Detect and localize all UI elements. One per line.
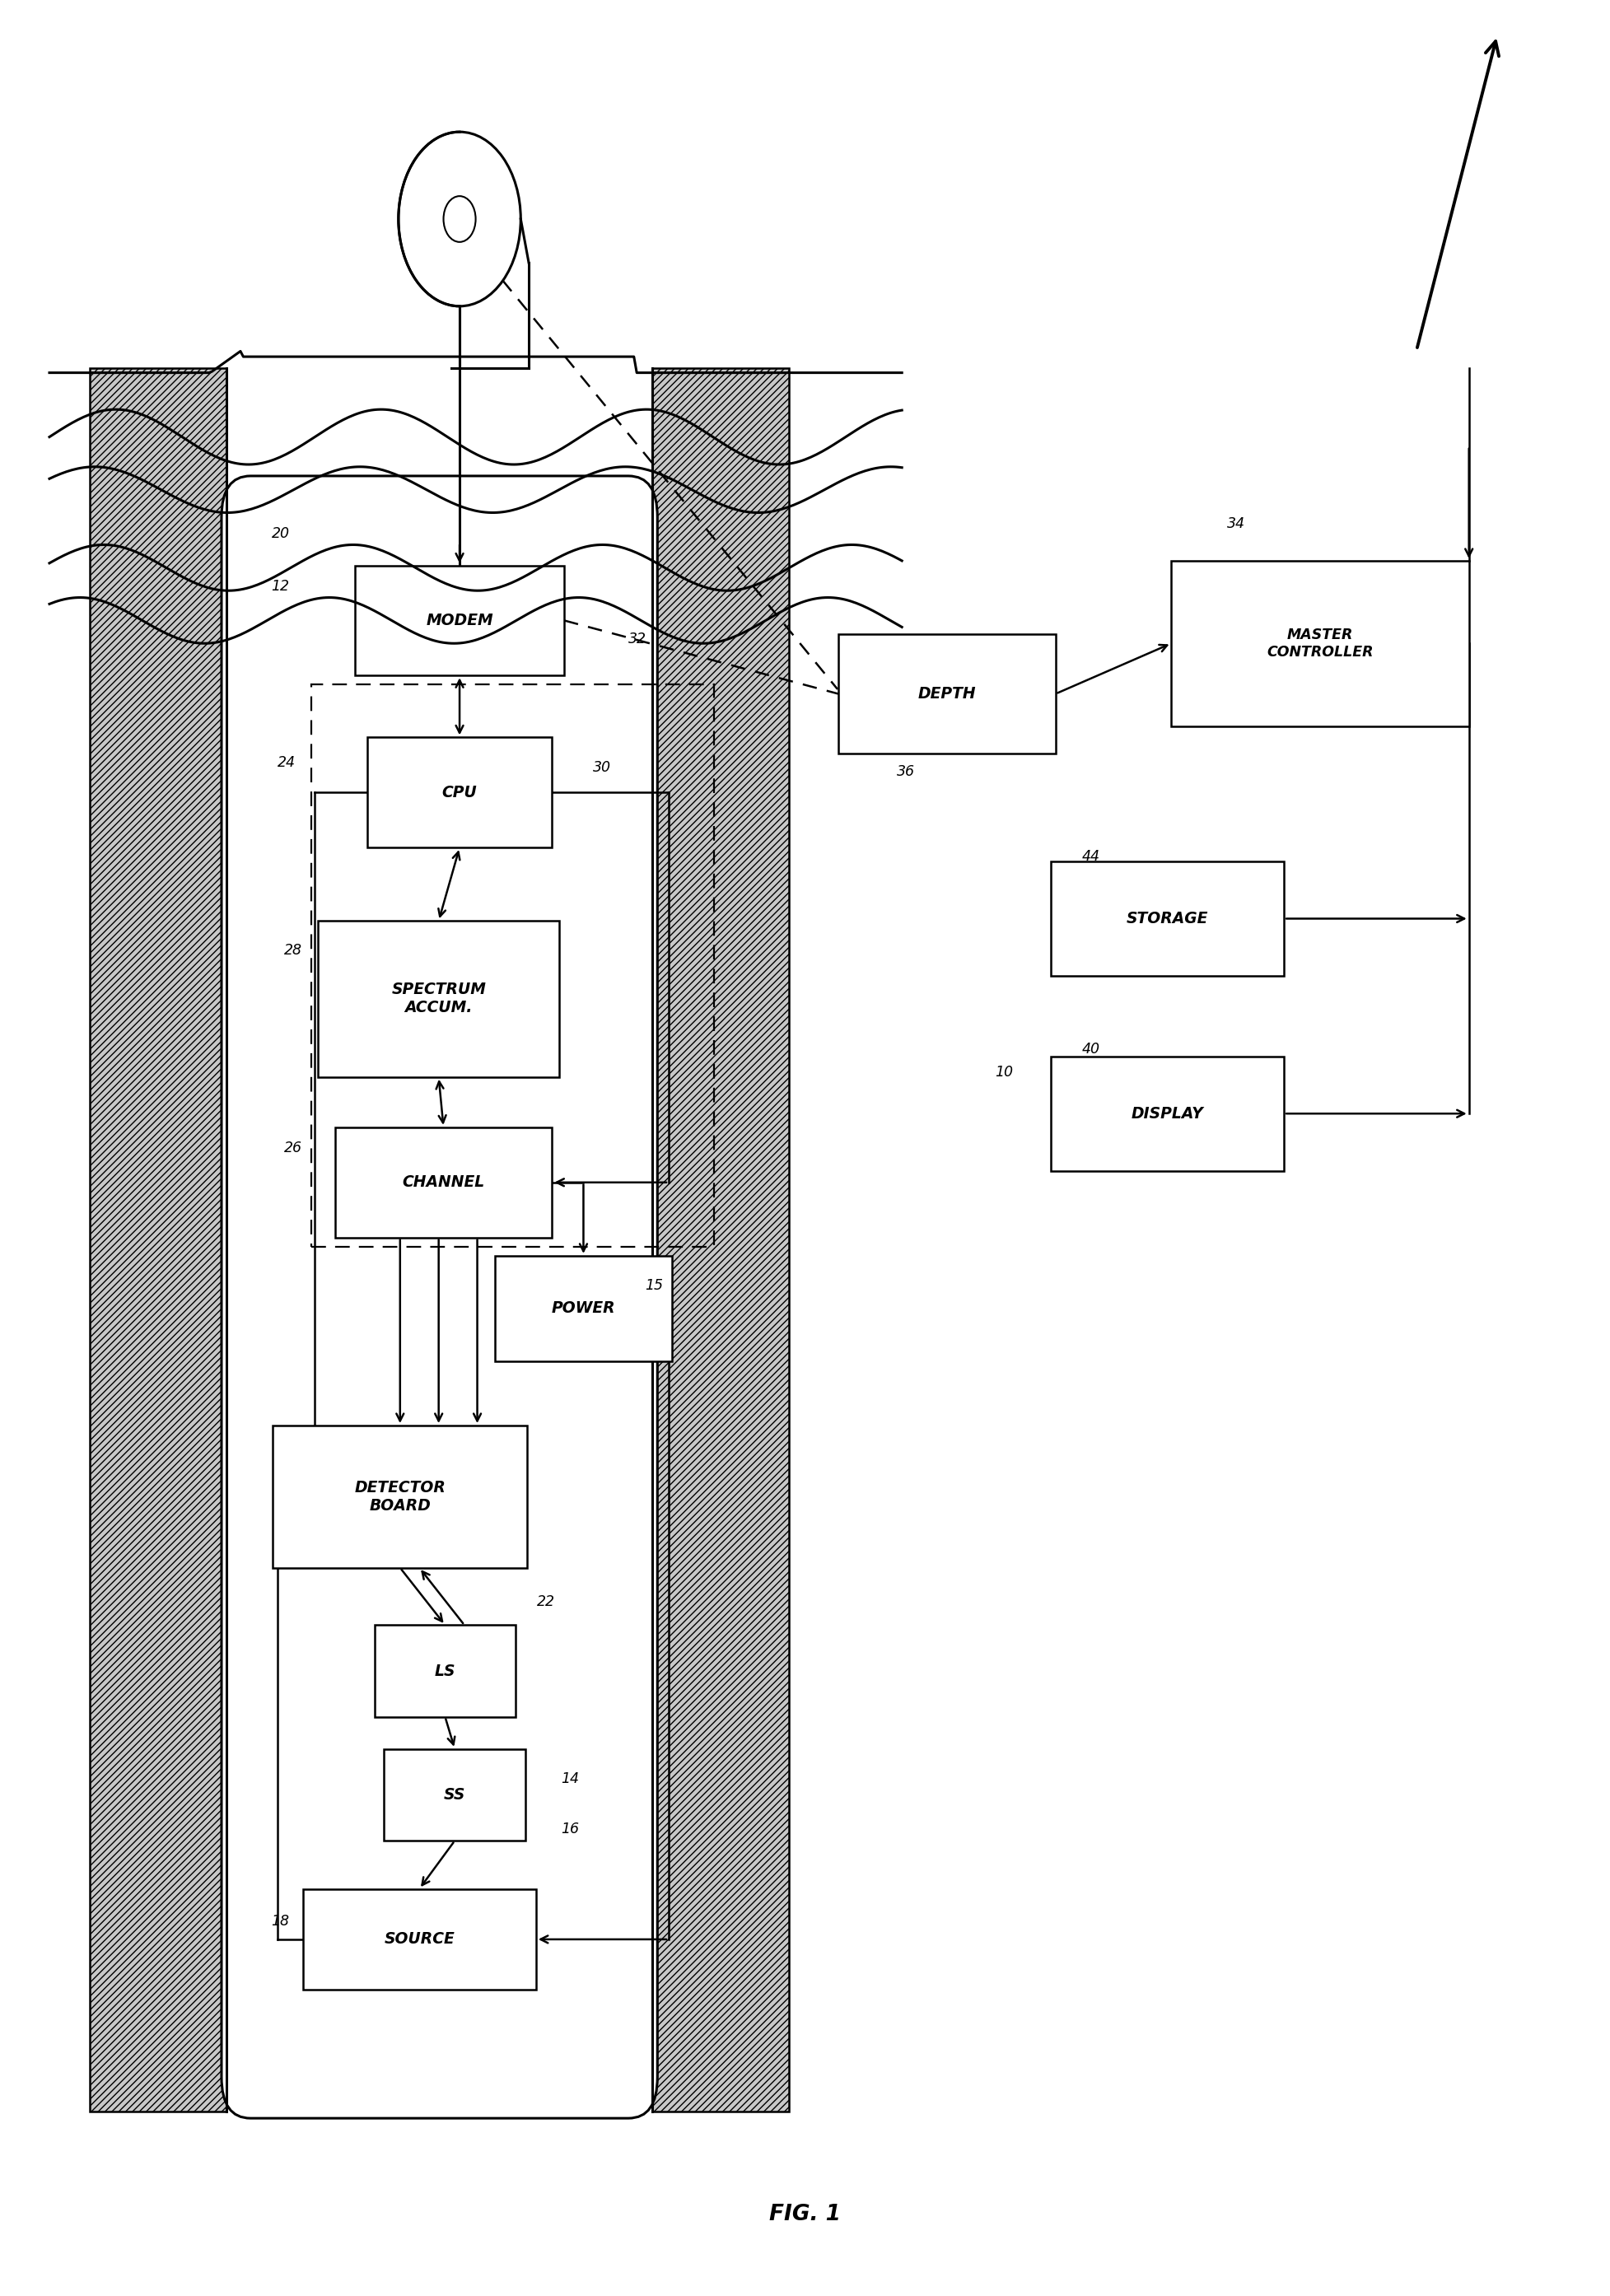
FancyBboxPatch shape (383, 1750, 525, 1841)
Text: 24: 24 (277, 755, 296, 769)
Text: 34: 34 (1227, 517, 1245, 530)
FancyBboxPatch shape (494, 1256, 671, 1362)
FancyBboxPatch shape (1050, 861, 1283, 976)
Text: STORAGE: STORAGE (1125, 912, 1208, 928)
Text: FIG. 1: FIG. 1 (770, 2204, 840, 2225)
Text: MODEM: MODEM (425, 613, 493, 629)
Text: 22: 22 (536, 1596, 554, 1609)
FancyBboxPatch shape (272, 1426, 526, 1568)
FancyBboxPatch shape (367, 737, 552, 847)
Text: 18: 18 (270, 1913, 290, 1929)
FancyBboxPatch shape (837, 634, 1055, 753)
FancyBboxPatch shape (374, 1626, 515, 1717)
FancyBboxPatch shape (354, 565, 564, 675)
Text: 26: 26 (283, 1141, 303, 1155)
Text: 30: 30 (592, 760, 610, 774)
Text: POWER: POWER (551, 1302, 615, 1316)
Text: CPU: CPU (441, 785, 477, 801)
Text: 44: 44 (1082, 850, 1100, 863)
Text: 36: 36 (897, 765, 914, 778)
Text: SOURCE: SOURCE (383, 1931, 454, 1947)
FancyBboxPatch shape (652, 367, 789, 2112)
Text: LS: LS (435, 1662, 456, 1678)
Text: 12: 12 (270, 579, 290, 592)
FancyBboxPatch shape (90, 367, 227, 2112)
Text: CHANNEL: CHANNEL (402, 1176, 485, 1189)
Text: DEPTH: DEPTH (918, 687, 976, 703)
Text: SS: SS (444, 1786, 465, 1802)
Text: DETECTOR
BOARD: DETECTOR BOARD (354, 1479, 446, 1513)
Text: 10: 10 (995, 1065, 1013, 1079)
Text: 40: 40 (1082, 1042, 1100, 1056)
FancyBboxPatch shape (303, 1890, 536, 1991)
Text: 15: 15 (644, 1279, 662, 1293)
Text: MASTER
CONTROLLER: MASTER CONTROLLER (1265, 627, 1373, 659)
Text: SPECTRUM
ACCUM.: SPECTRUM ACCUM. (391, 983, 486, 1015)
FancyBboxPatch shape (1050, 1056, 1283, 1171)
FancyBboxPatch shape (317, 921, 559, 1077)
Text: 16: 16 (560, 1821, 578, 1837)
Text: DISPLAY: DISPLAY (1130, 1107, 1203, 1120)
Text: 14: 14 (560, 1770, 578, 1786)
FancyBboxPatch shape (222, 475, 657, 2119)
Text: 20: 20 (270, 526, 290, 540)
FancyBboxPatch shape (1170, 560, 1468, 726)
Text: 28: 28 (283, 944, 303, 957)
Text: 32: 32 (628, 631, 646, 645)
FancyBboxPatch shape (335, 1127, 552, 1238)
